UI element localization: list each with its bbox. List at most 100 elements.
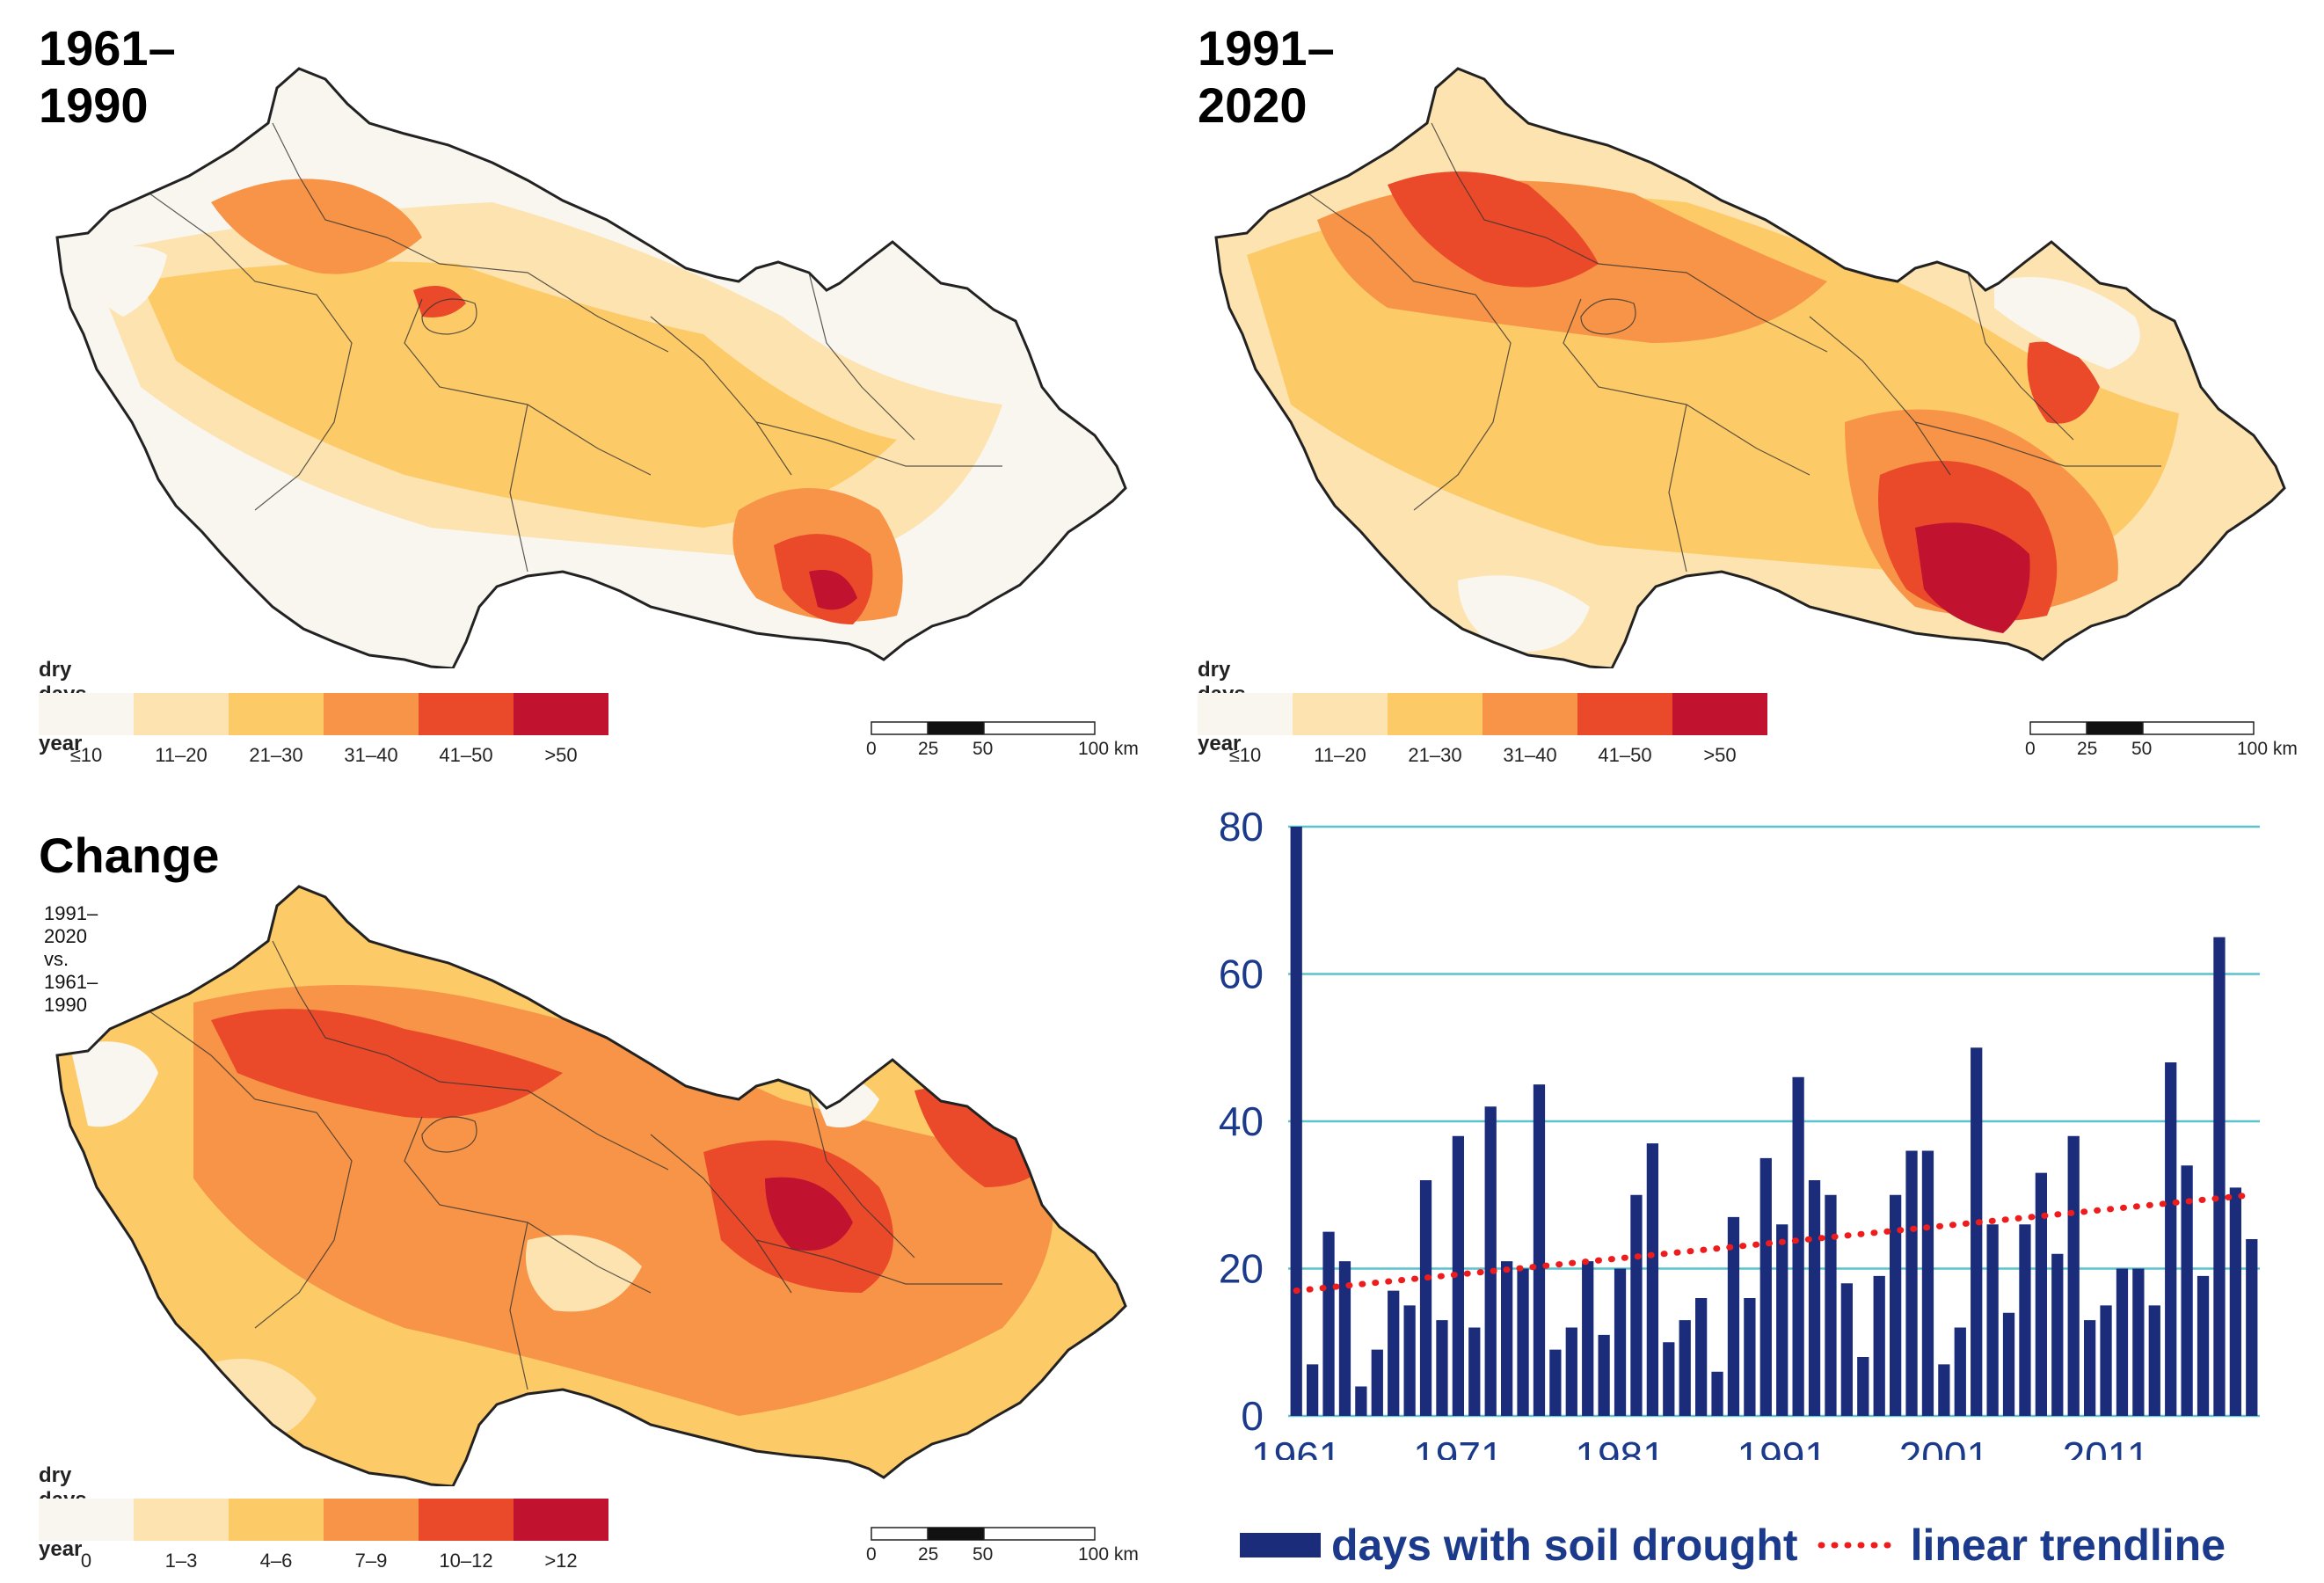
scale-label: 0 bbox=[866, 1544, 877, 1565]
bar-2013 bbox=[2132, 1268, 2145, 1416]
legend-label: 41–50 bbox=[1598, 744, 1652, 766]
legend-label: 4–6 bbox=[259, 1550, 293, 1572]
legend-swatch bbox=[229, 1499, 324, 1541]
bar-2006 bbox=[2019, 1224, 2031, 1416]
legend-swatch bbox=[1577, 693, 1672, 735]
scale-label: 100 km bbox=[2237, 739, 2298, 759]
legend-labels: ≤10 11–20 21–30 31–40 41–50 >50 bbox=[1198, 744, 1767, 767]
legend-label: 41–50 bbox=[439, 744, 493, 766]
scale-label: 50 bbox=[973, 1544, 994, 1565]
bar-1965 bbox=[1355, 1386, 1367, 1416]
legend-label: 11–20 bbox=[1314, 744, 1366, 766]
bar-1979 bbox=[1582, 1261, 1594, 1416]
bar-2015 bbox=[2165, 1062, 2177, 1416]
bar-1993 bbox=[1808, 1180, 1821, 1416]
legend-labels: ≤10 11–20 21–30 31–40 41–50 >50 bbox=[39, 744, 608, 767]
bar-1980 bbox=[1598, 1334, 1610, 1416]
legend-swatch bbox=[134, 693, 229, 735]
scale-label: 100 km bbox=[1078, 739, 1139, 759]
legend-label: >50 bbox=[544, 744, 578, 766]
legend-swatch bbox=[39, 1499, 134, 1541]
bar-1967 bbox=[1388, 1290, 1400, 1416]
x-tick-label: 2001 bbox=[1899, 1433, 1989, 1460]
bar-1997 bbox=[1873, 1275, 1885, 1416]
legend-swatch bbox=[1198, 693, 1293, 735]
x-axis-ticks: 1961 1971 1981 1991 2001 2011 bbox=[1251, 1433, 2149, 1460]
bar-2009 bbox=[2067, 1135, 2080, 1416]
x-tick-label: 2011 bbox=[2063, 1433, 2150, 1460]
bar-2016 bbox=[2181, 1165, 2193, 1416]
bar-2020 bbox=[2246, 1239, 2258, 1416]
legend-swatch bbox=[39, 693, 134, 735]
bar-1982 bbox=[1630, 1194, 1643, 1416]
legend-label: ≤10 bbox=[1228, 744, 1262, 766]
bar-2005 bbox=[2002, 1312, 2015, 1416]
bar-2012 bbox=[2116, 1268, 2129, 1416]
bar-1961 bbox=[1290, 827, 1302, 1416]
soil-drought-bar-chart: 0 20 40 60 80 1961 1971 1981 1991 2001 2011 bbox=[1219, 804, 2260, 1460]
linear-trendline bbox=[1293, 1192, 2255, 1295]
scale-label: 0 bbox=[2025, 739, 2036, 759]
legend-trend-label: linear trendline bbox=[1910, 1521, 2226, 1570]
bar-1975 bbox=[1517, 1268, 1529, 1416]
bar-1987 bbox=[1711, 1371, 1723, 1416]
bar-1988 bbox=[1727, 1216, 1740, 1416]
y-tick-label: 40 bbox=[1219, 1098, 1264, 1144]
legend-label: 7–9 bbox=[354, 1550, 388, 1572]
legend-swatch bbox=[229, 693, 324, 735]
bar-2014 bbox=[2148, 1305, 2160, 1416]
scale-label: 25 bbox=[918, 739, 939, 759]
bar-2004 bbox=[1986, 1224, 1999, 1416]
bar-2018 bbox=[2213, 937, 2226, 1416]
x-tick-label: 1991 bbox=[1738, 1433, 1827, 1460]
bar-1962 bbox=[1306, 1364, 1319, 1416]
legend-label: 10–12 bbox=[439, 1550, 493, 1572]
scale-label: 25 bbox=[918, 1544, 939, 1565]
y-axis-ticks: 0 20 40 60 80 bbox=[1219, 804, 1264, 1439]
legend-swatch bbox=[1483, 693, 1577, 735]
bar-1985 bbox=[1679, 1320, 1691, 1416]
x-tick-label: 1971 bbox=[1413, 1433, 1503, 1460]
bar-1971 bbox=[1452, 1135, 1465, 1416]
panel-subtitle: 1991–2020 vs. 1961–1990 bbox=[44, 902, 98, 1016]
y-tick-label: 0 bbox=[1241, 1393, 1264, 1439]
bar-1983 bbox=[1646, 1143, 1659, 1416]
bar-1984 bbox=[1663, 1342, 1675, 1416]
bar-2019 bbox=[2229, 1187, 2242, 1416]
legend-label: >50 bbox=[1703, 744, 1737, 766]
legend-swatch bbox=[514, 1499, 608, 1541]
legend-color-bar bbox=[39, 693, 608, 735]
legend-swatch bbox=[1672, 693, 1767, 735]
bar-2003 bbox=[1971, 1047, 1983, 1416]
legend-label: ≤10 bbox=[69, 744, 103, 766]
legend-label: 0 bbox=[80, 1550, 92, 1572]
bar-2010 bbox=[2083, 1320, 2096, 1416]
czech-map-1991-2020 bbox=[1214, 67, 2286, 668]
czech-map-1961-1990 bbox=[55, 67, 1127, 668]
bar-1966 bbox=[1371, 1349, 1383, 1416]
legend-color-bar bbox=[1198, 693, 1767, 735]
bar-1964 bbox=[1338, 1261, 1351, 1416]
legend-color-bar bbox=[39, 1499, 608, 1541]
scale-bar-graphic bbox=[871, 1527, 1096, 1541]
bar-2001 bbox=[1938, 1364, 1950, 1416]
scale-label: 25 bbox=[2077, 739, 2098, 759]
bar-1998 bbox=[1889, 1194, 1902, 1416]
legend-swatch bbox=[324, 1499, 419, 1541]
legend-bar-swatch bbox=[1240, 1533, 1321, 1557]
legend-label: 31–40 bbox=[1503, 744, 1557, 766]
x-tick-label: 1981 bbox=[1575, 1433, 1665, 1460]
panel-title: 1961–1990 bbox=[39, 20, 176, 133]
czech-map-change bbox=[55, 885, 1127, 1486]
bar-1969 bbox=[1419, 1180, 1432, 1416]
bar-1963 bbox=[1322, 1231, 1335, 1416]
bar-1977 bbox=[1549, 1349, 1562, 1416]
grid-lines bbox=[1288, 825, 2260, 1418]
bar-2002 bbox=[1954, 1327, 1966, 1416]
legend-label: >12 bbox=[544, 1550, 578, 1572]
bar-2008 bbox=[2051, 1253, 2064, 1416]
bar-1973 bbox=[1484, 1106, 1497, 1416]
legend-swatch bbox=[1388, 693, 1483, 735]
legend-swatch bbox=[419, 1499, 514, 1541]
bar-1970 bbox=[1436, 1320, 1448, 1416]
